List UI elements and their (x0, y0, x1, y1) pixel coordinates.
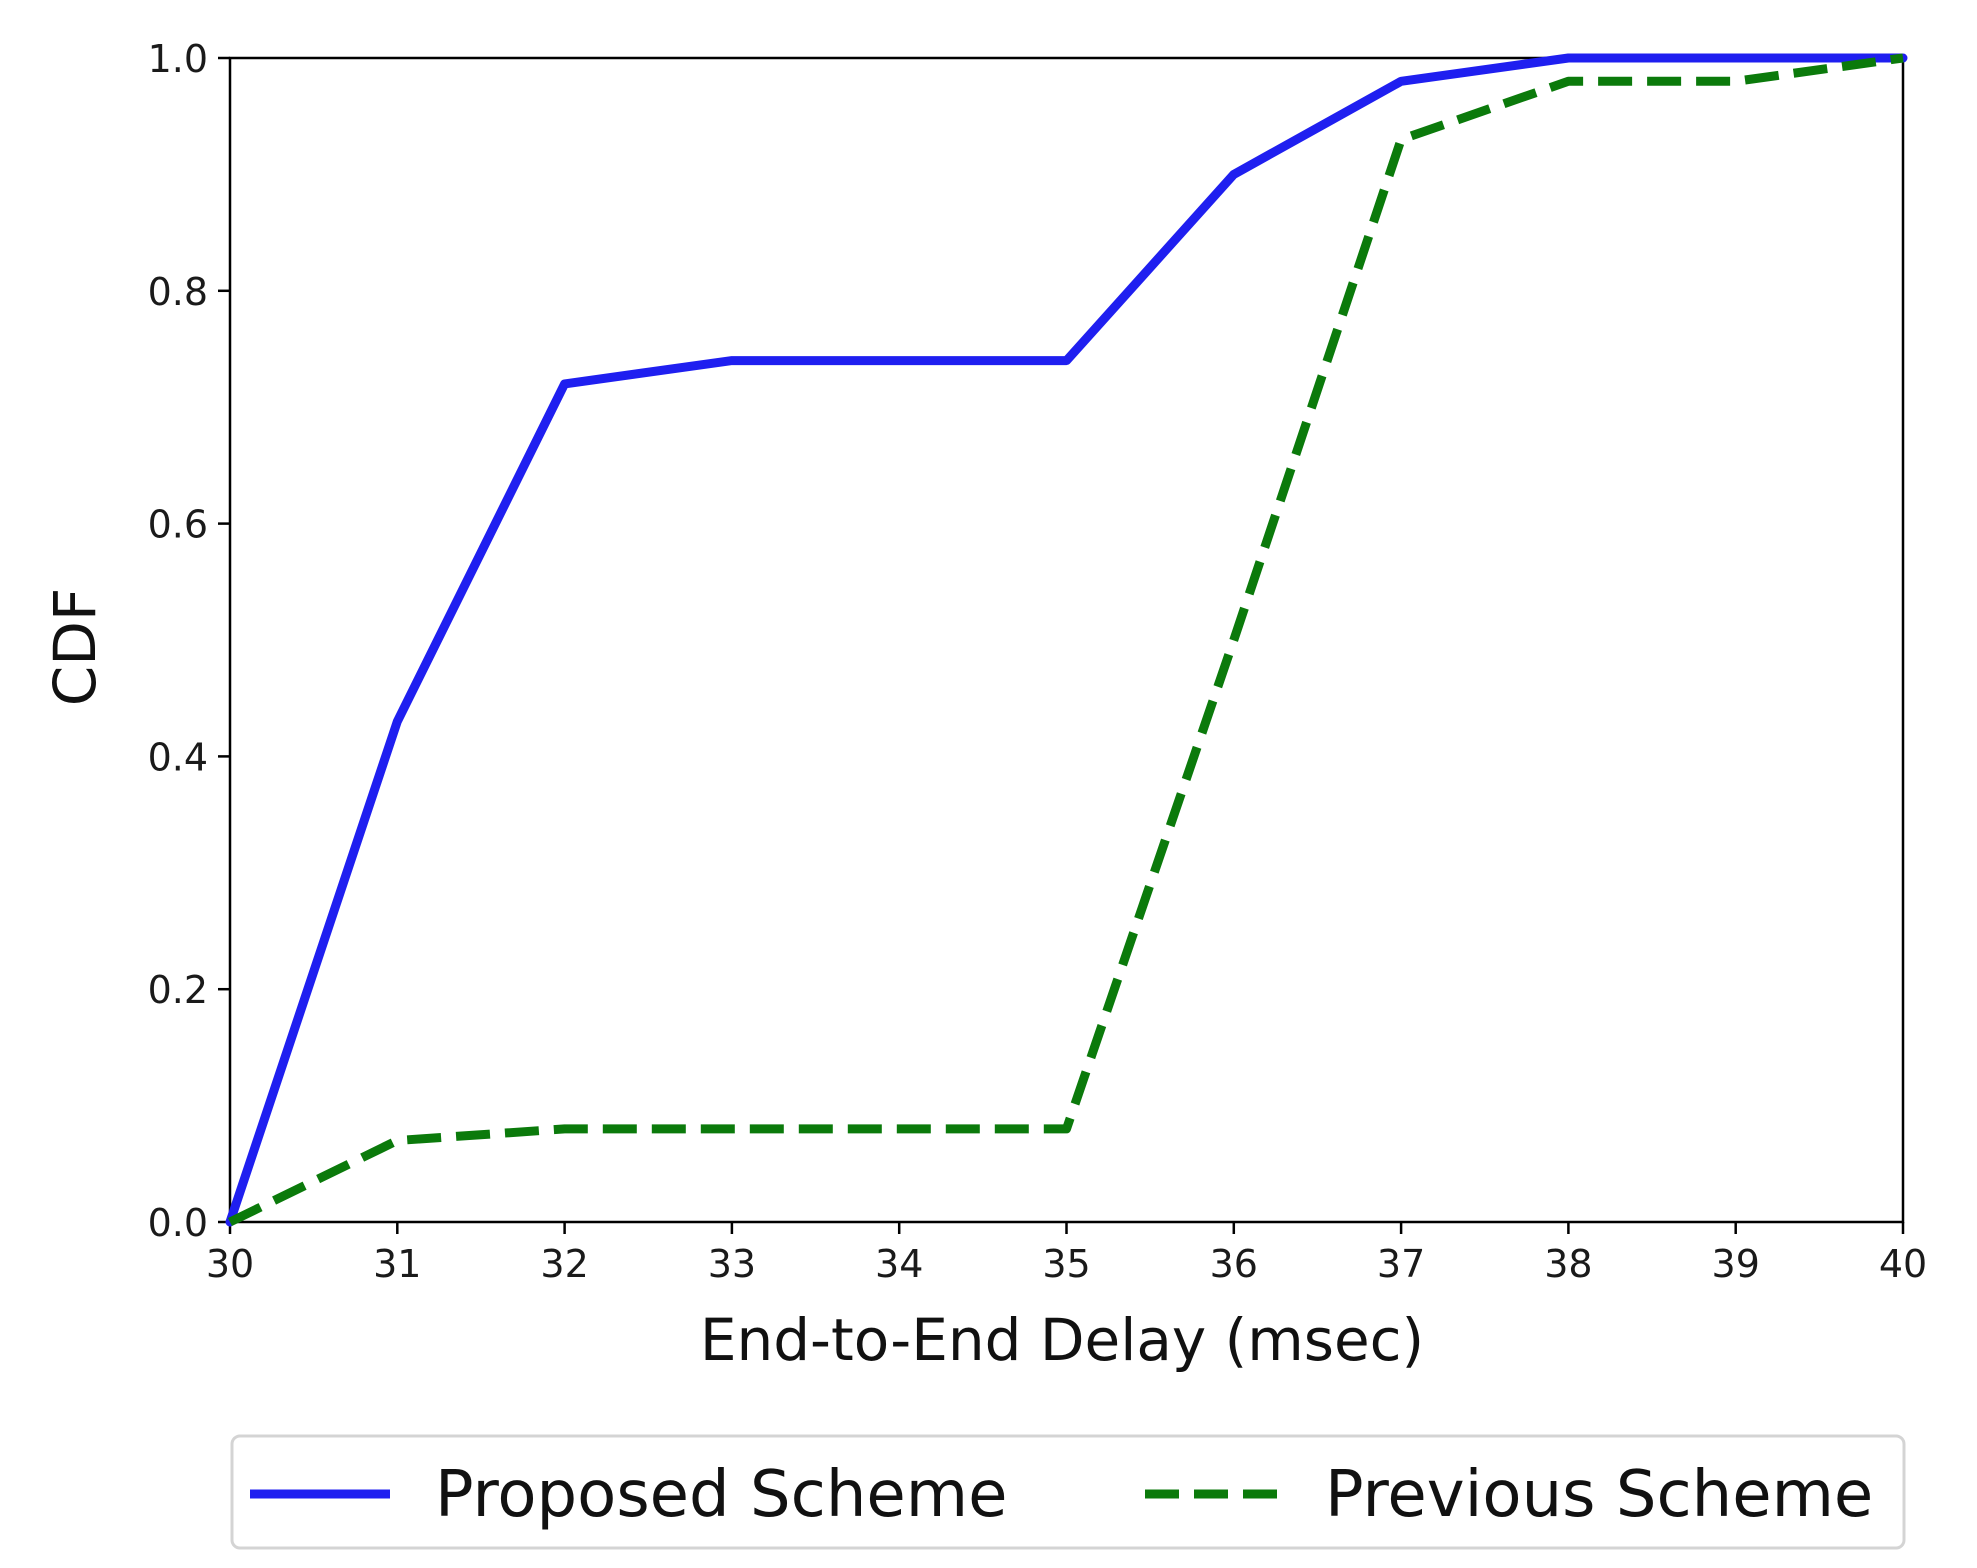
x-axis-title: End-to-End Delay (msec) (700, 1306, 1424, 1374)
x-tick-label: 36 (1210, 1242, 1258, 1286)
y-tick-label: 1.0 (148, 37, 208, 81)
x-tick-label: 31 (373, 1242, 421, 1286)
legend: Proposed Scheme Previous Scheme (230, 1434, 1906, 1550)
plot-frame (228, 56, 1905, 1224)
legend-label-proposed-scheme: Proposed Scheme (435, 1458, 1007, 1532)
x-tick-label: 32 (540, 1242, 588, 1286)
legend-box (230, 1434, 1906, 1550)
x-tick-label: 35 (1042, 1242, 1090, 1286)
x-tick-label: 34 (875, 1242, 923, 1286)
plot-area: 30 31 32 33 34 35 36 37 38 39 40 0.0 0.2 0.4 0.6 0.8 1.0 (148, 37, 1928, 1286)
series-line-previous-scheme (228, 53, 1904, 1227)
y-axis-title: CDF (41, 588, 109, 707)
y-tick-label: 0.0 (148, 1201, 208, 1245)
y-tick-label: 0.8 (148, 270, 208, 314)
y-tick-label: 0.2 (148, 968, 208, 1012)
legend-label-previous-scheme: Previous Scheme (1325, 1458, 1873, 1532)
y-tick-label: 0.6 (148, 503, 208, 547)
x-tick-label: 38 (1544, 1242, 1592, 1286)
series-line-proposed-scheme (225, 53, 1908, 1227)
x-tick-label: 30 (206, 1242, 254, 1286)
x-tick-label: 40 (1879, 1242, 1927, 1286)
x-tick-label: 33 (708, 1242, 756, 1286)
y-tick-label: 0.4 (148, 735, 208, 779)
x-tick-label: 37 (1377, 1242, 1425, 1286)
x-tick-label: 39 (1712, 1242, 1760, 1286)
